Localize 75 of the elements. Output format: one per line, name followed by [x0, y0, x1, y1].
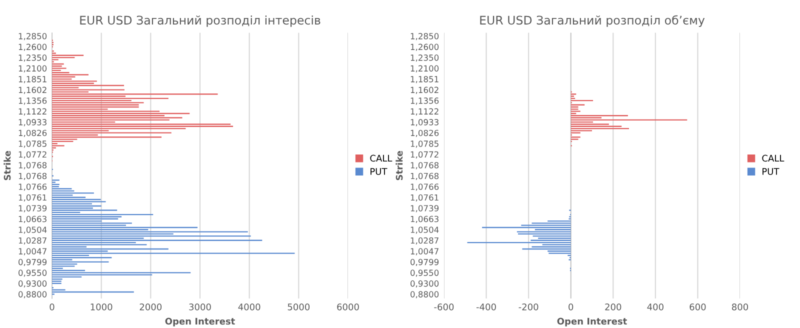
- y-axis-title: Strike: [4, 150, 11, 180]
- x-tick-label: -200: [518, 304, 538, 310]
- x-tick-label: 1000: [90, 304, 112, 310]
- y-tick-label: 1,1122: [18, 108, 46, 116]
- legend-label: PUT: [370, 168, 388, 175]
- x-tick-label: 2000: [140, 304, 162, 310]
- x-axis-title: Open Interest: [165, 318, 235, 326]
- y-tick-label: 1,1122: [410, 108, 438, 116]
- x-axis-title: Open Interest: [557, 318, 627, 326]
- y-tick-label: 1,0663: [18, 216, 46, 224]
- x-tick-label: 400: [647, 304, 664, 310]
- y-tick-label: 0,8800: [18, 291, 47, 298]
- x-tick-label: 600: [690, 304, 706, 310]
- y-tick-label: 0,9300: [18, 280, 47, 288]
- y-tick-label: 0,9300: [410, 280, 439, 288]
- x-tick-label: 0: [568, 304, 574, 310]
- y-tick-label: 1,0768: [410, 172, 439, 180]
- y-tick-label: 1,2600: [410, 44, 439, 51]
- y-tick-label: 1,0766: [18, 184, 47, 191]
- y-tick-label: 1,0287: [18, 237, 46, 245]
- x-tick-label: 4000: [238, 304, 260, 310]
- y-tick-label: 1,1356: [410, 98, 439, 105]
- y-tick-label: 1,0785: [18, 140, 46, 148]
- y-tick-label: 1,1851: [18, 76, 46, 84]
- y-tick-label: 1,0772: [410, 151, 438, 158]
- y-tick-label: 1,1356: [18, 98, 47, 105]
- y-tick-label: 0,9550: [410, 270, 439, 277]
- y-tick-label: 1,1851: [410, 76, 438, 84]
- y-tick-label: 0,9799: [410, 258, 439, 266]
- y-tick-label: 1,0761: [18, 194, 46, 202]
- y-tick-label: 1,0766: [410, 184, 439, 191]
- y-tick-label: 1,0768: [18, 162, 47, 170]
- y-tick-label: 1,0826: [18, 130, 47, 137]
- x-tick-label: 3000: [189, 304, 211, 310]
- y-tick-label: 1,2100: [410, 65, 439, 72]
- y-tick-label: 1,1602: [410, 86, 438, 94]
- y-tick-label: 1,0933: [410, 119, 438, 126]
- y-tick-label: 1,2350: [410, 54, 439, 62]
- chart-title: EUR USD Загальний розподіл об’єму: [480, 15, 705, 27]
- y-tick-label: 1,0739: [18, 205, 47, 212]
- y-tick-label: 1,0772: [18, 151, 46, 158]
- y-tick-label: 0,8800: [410, 291, 439, 298]
- legend-label: PUT: [762, 168, 780, 175]
- y-tick-label: 1,0933: [18, 119, 46, 126]
- chart-title: EUR USD Загальний розподіл інтересів: [80, 15, 320, 27]
- x-tick-label: -600: [434, 304, 454, 310]
- legend-label: CALL: [762, 154, 784, 162]
- x-tick-label: 6000: [337, 304, 359, 310]
- x-tick-label: 800: [732, 304, 748, 310]
- y-tick-label: 1,2600: [18, 44, 47, 51]
- y-tick-label: 1,0047: [18, 248, 46, 256]
- x-tick-label: 0: [50, 304, 54, 310]
- x-tick-label: 5000: [288, 304, 310, 310]
- y-tick-label: 0,9799: [18, 258, 47, 266]
- y-tick-label: 1,0504: [410, 226, 439, 234]
- y-tick-label: 1,0826: [410, 130, 439, 137]
- y-tick-label: 1,0761: [410, 194, 438, 202]
- y-tick-label: 1,0739: [410, 205, 439, 212]
- y-tick-label: 1,0287: [410, 237, 438, 245]
- y-tick-label: 1,2850: [18, 33, 47, 40]
- y-tick-label: 1,0047: [410, 248, 438, 256]
- y-tick-label: 1,0504: [18, 226, 47, 234]
- y-tick-label: 1,2850: [410, 33, 439, 40]
- y-tick-label: 1,0663: [410, 216, 438, 224]
- y-tick-label: 1,0768: [410, 162, 439, 170]
- x-tick-label: -400: [476, 304, 496, 310]
- y-axis-title: Strike: [396, 150, 403, 180]
- y-tick-label: 1,2350: [18, 54, 47, 62]
- y-tick-label: 1,0785: [410, 140, 438, 148]
- legend-label: CALL: [370, 154, 392, 162]
- y-tick-label: 1,1602: [18, 86, 46, 94]
- y-tick-label: 0,9550: [18, 270, 47, 277]
- x-tick-label: 200: [605, 304, 622, 310]
- y-tick-label: 1,0768: [18, 172, 47, 180]
- y-tick-label: 1,2100: [18, 65, 47, 72]
